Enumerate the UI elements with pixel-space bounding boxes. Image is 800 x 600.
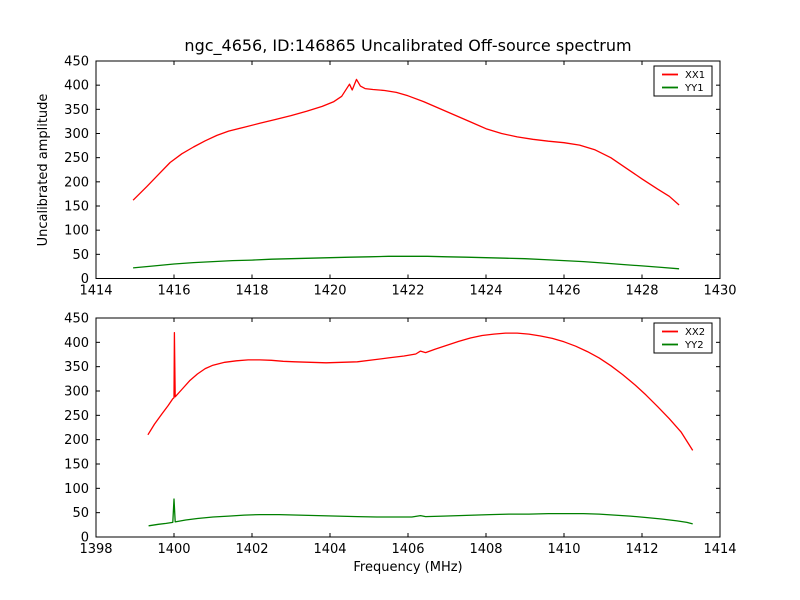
legend-entry-label: XX1 xyxy=(685,70,705,81)
x-tick-label: 1400 xyxy=(157,542,190,557)
figure-title: ngc_4656, ID:146865 Uncalibrated Off-sou… xyxy=(184,36,631,56)
x-tick-label: 1418 xyxy=(235,284,268,299)
series-xx2-curve xyxy=(147,331,694,451)
y-tick-label: 450 xyxy=(64,55,89,70)
x-tick-label: 1430 xyxy=(703,284,736,299)
y-tick-label: 0 xyxy=(81,531,89,546)
y-tick-label: 0 xyxy=(81,272,89,287)
subplot-1: 1414 1416 1418 1420 1422 1424 1426 1428 1430 0 50 1… xyxy=(64,55,736,299)
x-tick-label: 1402 xyxy=(235,542,268,557)
x-tick-label: 1426 xyxy=(547,284,580,299)
legend-entry-label: XX2 xyxy=(685,327,705,338)
y-tick-label: 150 xyxy=(64,200,89,215)
x-axis-label: Frequency (MHz) xyxy=(353,560,462,575)
x-tick-label: 1428 xyxy=(625,284,658,299)
x-tick-label: 1408 xyxy=(469,542,502,557)
y-tick-label: 50 xyxy=(72,506,89,521)
legend-box xyxy=(653,322,713,354)
x-tick-label: 1414 xyxy=(703,542,736,557)
x-tick-label: 1412 xyxy=(625,542,658,557)
y-tick-label: 200 xyxy=(64,175,89,190)
x-tick-label: 1422 xyxy=(391,284,424,299)
x-tick-label: 1414 xyxy=(79,284,112,299)
x-tick-label: 1398 xyxy=(79,542,112,557)
y-tick-label: 400 xyxy=(64,79,89,94)
y-tick-label: 100 xyxy=(64,224,89,239)
y-tick-label: 150 xyxy=(64,458,89,473)
x-tick-label: 1420 xyxy=(313,284,346,299)
axes-frame xyxy=(95,60,721,279)
y-tick-label: 450 xyxy=(64,312,89,327)
y-tick-label: 250 xyxy=(64,409,89,424)
series-yy1-curve xyxy=(133,255,680,270)
x-tick-label: 1404 xyxy=(313,542,346,557)
x-tick-label: 1416 xyxy=(157,284,190,299)
x-tick-label: 1406 xyxy=(391,542,424,557)
subplots: 1414 1416 1418 1420 1422 1424 1426 1428 14300501… xyxy=(64,55,736,558)
y-tick-label: 250 xyxy=(64,151,89,166)
y-axis-label: Uncalibrated amplitude xyxy=(36,94,51,247)
y-tick-label: 50 xyxy=(72,248,89,263)
x-tick-label: 1424 xyxy=(469,284,502,299)
y-tick-label: 300 xyxy=(64,127,89,142)
y-tick-label: 350 xyxy=(64,103,89,118)
legend-box xyxy=(653,65,713,97)
y-tick-label: 300 xyxy=(64,385,89,400)
y-tick-label: 350 xyxy=(64,360,89,375)
y-tick-label: 400 xyxy=(64,336,89,351)
series-yy2-curve xyxy=(148,498,693,527)
legend-entry-label: YY1 xyxy=(684,83,704,94)
axes-frame xyxy=(95,317,721,538)
y-tick-label: 100 xyxy=(64,482,89,497)
series-xx1-curve xyxy=(132,78,680,206)
x-tick-label: 1410 xyxy=(547,542,580,557)
y-tick-label: 200 xyxy=(64,433,89,448)
legend-entry-label: YY2 xyxy=(684,340,704,351)
subplot-2: 1398 1400 1402 1404 1406 1408 1410 1412 1414 0 50 1… xyxy=(64,312,736,558)
